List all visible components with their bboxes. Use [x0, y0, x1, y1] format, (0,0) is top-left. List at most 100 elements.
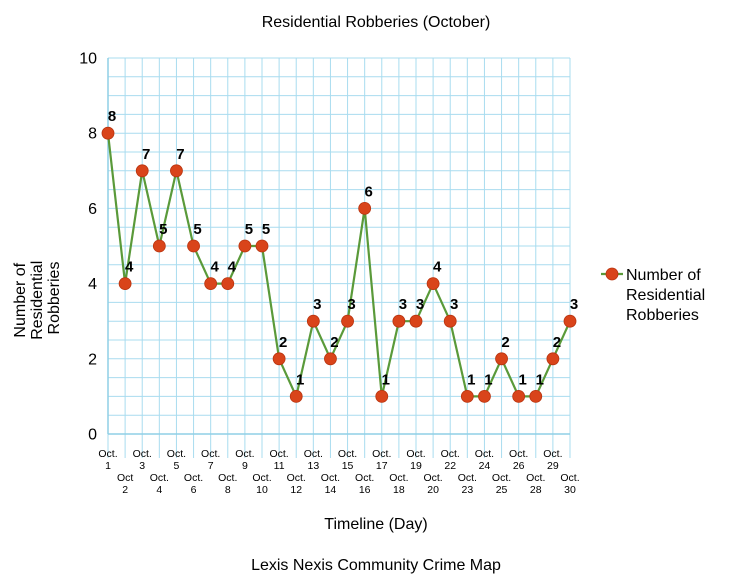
x-tick-label: Oct. 19: [406, 448, 425, 472]
x-tick-label: Oct. 17: [372, 448, 391, 472]
data-point: [529, 389, 543, 403]
y-axis-title: Number of Residential Robberies: [12, 256, 63, 340]
data-label: 7: [142, 146, 150, 163]
data-point: [187, 239, 200, 253]
x-tick-label: Oct. 9: [235, 448, 254, 472]
x-tick-label: Oct 2: [117, 472, 133, 496]
x-tick-label: Oct. 10: [252, 472, 271, 496]
data-label: 2: [553, 334, 561, 351]
y-tick-label: 8: [88, 126, 97, 143]
y-tick-label: 0: [88, 427, 97, 444]
data-label: 3: [347, 296, 355, 313]
data-point: [170, 164, 183, 178]
data-point: [204, 277, 218, 291]
x-tick-label: Oct. 25: [492, 472, 511, 496]
x-tick-label: Oct. 3: [133, 448, 152, 472]
data-point: [426, 277, 440, 291]
x-tick-label: Oct. 20: [423, 472, 442, 496]
x-tick-label: Oct. 8: [218, 472, 237, 496]
data-point: [135, 164, 149, 178]
y-tick-label: 4: [88, 276, 97, 293]
x-tick-label: Oct. 14: [321, 472, 340, 496]
legend: Number of Residential Robberies: [601, 267, 705, 324]
x-tick-label: Oct. 5: [167, 448, 186, 472]
series-line: [106, 133, 572, 398]
data-label: 3: [570, 296, 578, 313]
x-tick-label: Oct. 22: [441, 448, 460, 472]
legend-label: Number of Residential Robberies: [626, 267, 705, 324]
data-label: 7: [176, 146, 184, 163]
y-tick-label: 2: [88, 351, 97, 368]
data-label: 4: [228, 259, 237, 276]
data-label: 1: [484, 371, 492, 388]
data-point: [546, 352, 560, 366]
data-point: [409, 314, 423, 328]
x-tick-label: Oct. 15: [338, 448, 357, 472]
data-point: [118, 277, 132, 291]
data-point: [306, 314, 320, 328]
data-label: 4: [433, 259, 442, 276]
data-point: [375, 389, 389, 403]
data-label: 3: [416, 296, 424, 313]
data-point: [238, 239, 252, 253]
data-point: [152, 239, 166, 253]
x-tick-label: Oct. 1: [98, 448, 117, 472]
data-point: [478, 389, 491, 403]
data-label: 1: [518, 371, 526, 388]
x-tick-label: Oct. 29: [543, 448, 562, 472]
x-tick-label: Oct. 12: [287, 472, 306, 496]
x-tick-label: Oct. 6: [184, 472, 203, 496]
data-point: [443, 314, 457, 328]
y-axis-ticks: 0 2 4 6 8 10: [79, 51, 97, 444]
data-label: 2: [501, 334, 509, 351]
data-label: 2: [279, 334, 287, 351]
x-axis-title: Timeline (Day): [324, 516, 427, 533]
x-tick-label: Oct. 30: [560, 472, 579, 496]
data-label: 8: [108, 108, 116, 125]
x-tick-label: Oct. 28: [526, 472, 545, 496]
y-tick-label: 6: [88, 201, 97, 218]
data-point: [563, 314, 577, 328]
x-tick-label: Oct. 7: [201, 448, 220, 472]
x-tick-label: Oct. 4: [150, 472, 169, 496]
data-point: [221, 277, 235, 291]
legend-marker: [605, 267, 619, 281]
data-label: 5: [193, 221, 201, 238]
data-label: 3: [399, 296, 407, 313]
data-label: 6: [364, 183, 372, 200]
chart-title: Residential Robberies (October): [262, 14, 491, 31]
data-label: 2: [330, 334, 338, 351]
data-point: [392, 314, 406, 328]
data-point: [341, 314, 354, 328]
x-tick-label: Oct. 23: [458, 472, 477, 496]
data-label: 1: [536, 371, 544, 388]
data-label: 1: [296, 371, 304, 388]
data-label: 1: [382, 371, 390, 388]
data-label: 5: [159, 221, 167, 238]
data-point: [101, 126, 115, 140]
data-point: [289, 389, 303, 403]
data-point: [358, 201, 372, 215]
x-tick-label: Oct. 16: [355, 472, 374, 496]
data-point: [512, 389, 526, 403]
x-tick-label: Oct. 13: [304, 448, 323, 472]
x-tick-label: Oct. 24: [475, 448, 494, 472]
data-point: [460, 389, 474, 403]
x-tick-label: Oct. 18: [389, 472, 408, 496]
y-tick-label: 10: [79, 51, 97, 68]
data-label: 3: [313, 296, 321, 313]
data-label: 5: [245, 221, 253, 238]
data-point: [255, 239, 269, 253]
data-point: [324, 352, 337, 366]
data-label: 1: [467, 371, 475, 388]
x-tick-label: Oct. 26: [509, 448, 528, 472]
footer-source: Lexis Nexis Community Crime Map: [251, 557, 501, 574]
x-tick-label: Oct. 11: [269, 448, 288, 472]
data-point: [495, 352, 508, 366]
data-label: 4: [125, 259, 134, 276]
data-label: 5: [262, 221, 270, 238]
grid: [107, 57, 571, 458]
